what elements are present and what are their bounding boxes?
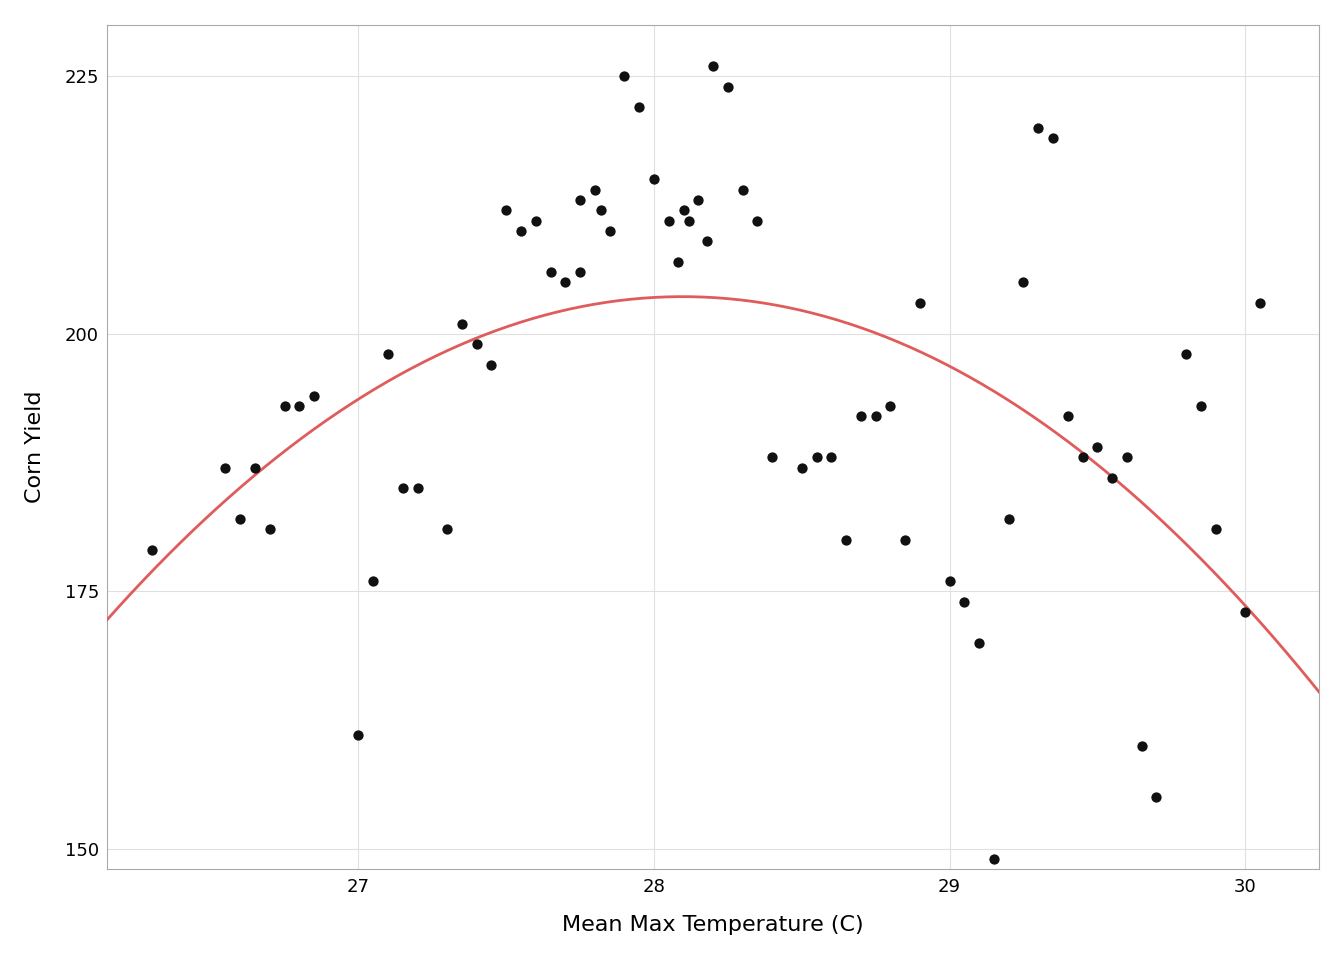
Point (1204, 522, 1226, 538)
Point (590, 203, 612, 218)
Point (437, 522, 458, 538)
Point (836, 532, 857, 547)
Point (1145, 789, 1167, 804)
Point (599, 224, 621, 239)
Point (667, 254, 688, 270)
Point (954, 594, 976, 610)
Point (1042, 131, 1063, 146)
Point (851, 409, 872, 424)
Point (614, 69, 636, 84)
Point (732, 182, 754, 198)
X-axis label: Mean Max Temperature (C): Mean Max Temperature (C) (562, 915, 864, 935)
Point (895, 532, 917, 547)
Point (880, 398, 902, 414)
Point (644, 172, 665, 187)
Point (496, 203, 517, 218)
Point (688, 192, 710, 207)
Point (378, 347, 399, 362)
Point (679, 213, 700, 228)
Point (806, 449, 828, 465)
Point (696, 233, 718, 249)
Point (1101, 470, 1122, 486)
Point (540, 264, 562, 279)
Point (1013, 275, 1035, 290)
Point (1116, 449, 1137, 465)
Point (718, 79, 739, 94)
Point (762, 449, 784, 465)
Point (1130, 738, 1152, 754)
Point (792, 460, 813, 475)
Point (481, 357, 503, 372)
Point (659, 213, 680, 228)
Point (703, 59, 724, 74)
Point (1086, 440, 1107, 455)
Point (392, 481, 414, 496)
Point (747, 213, 769, 228)
Point (1027, 120, 1048, 135)
Point (910, 296, 931, 311)
Point (141, 542, 163, 558)
Point (629, 100, 650, 115)
Point (866, 409, 887, 424)
Point (407, 481, 429, 496)
Point (215, 460, 237, 475)
Point (1175, 347, 1196, 362)
Point (939, 573, 961, 588)
Point (452, 316, 473, 331)
Point (821, 449, 843, 465)
Point (570, 264, 591, 279)
Point (1071, 449, 1093, 465)
Point (984, 852, 1005, 867)
Point (673, 203, 695, 218)
Point (969, 636, 991, 651)
Point (1234, 604, 1255, 619)
Point (585, 182, 606, 198)
Point (274, 398, 296, 414)
Point (259, 522, 281, 538)
Point (230, 512, 251, 527)
Point (511, 224, 532, 239)
Point (363, 573, 384, 588)
Point (1189, 398, 1211, 414)
Y-axis label: Corn Yield: Corn Yield (26, 391, 44, 503)
Point (289, 398, 310, 414)
Point (1056, 409, 1078, 424)
Point (348, 728, 370, 743)
Point (555, 275, 577, 290)
Point (304, 388, 325, 403)
Point (245, 460, 266, 475)
Point (999, 512, 1020, 527)
Point (526, 213, 547, 228)
Point (570, 192, 591, 207)
Point (1249, 296, 1270, 311)
Point (466, 336, 488, 351)
